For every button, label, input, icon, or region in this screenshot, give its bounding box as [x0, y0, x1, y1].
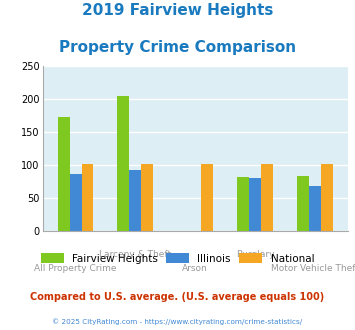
Text: © 2025 CityRating.com - https://www.cityrating.com/crime-statistics/: © 2025 CityRating.com - https://www.city… — [53, 318, 302, 325]
Text: Arson: Arson — [182, 264, 208, 273]
Bar — [201, 164, 213, 231]
Bar — [249, 178, 261, 231]
Bar — [321, 164, 333, 231]
Bar — [261, 164, 273, 231]
Bar — [237, 177, 249, 231]
Text: Property Crime Comparison: Property Crime Comparison — [59, 40, 296, 54]
Bar — [141, 164, 153, 231]
Bar — [70, 174, 82, 231]
Text: 2019 Fairview Heights: 2019 Fairview Heights — [82, 3, 273, 18]
Text: Burglary: Burglary — [236, 250, 274, 259]
Bar — [309, 186, 321, 231]
Text: All Property Crime: All Property Crime — [34, 264, 117, 273]
Bar — [82, 164, 93, 231]
Text: Compared to U.S. average. (U.S. average equals 100): Compared to U.S. average. (U.S. average … — [31, 292, 324, 302]
Text: Larceny & Theft: Larceny & Theft — [99, 250, 171, 259]
Text: Motor Vehicle Theft: Motor Vehicle Theft — [271, 264, 355, 273]
Legend: Fairview Heights, Illinois, National: Fairview Heights, Illinois, National — [38, 250, 317, 267]
Bar — [130, 170, 141, 231]
Bar — [297, 176, 309, 231]
Bar — [118, 96, 130, 231]
Bar — [58, 117, 70, 231]
